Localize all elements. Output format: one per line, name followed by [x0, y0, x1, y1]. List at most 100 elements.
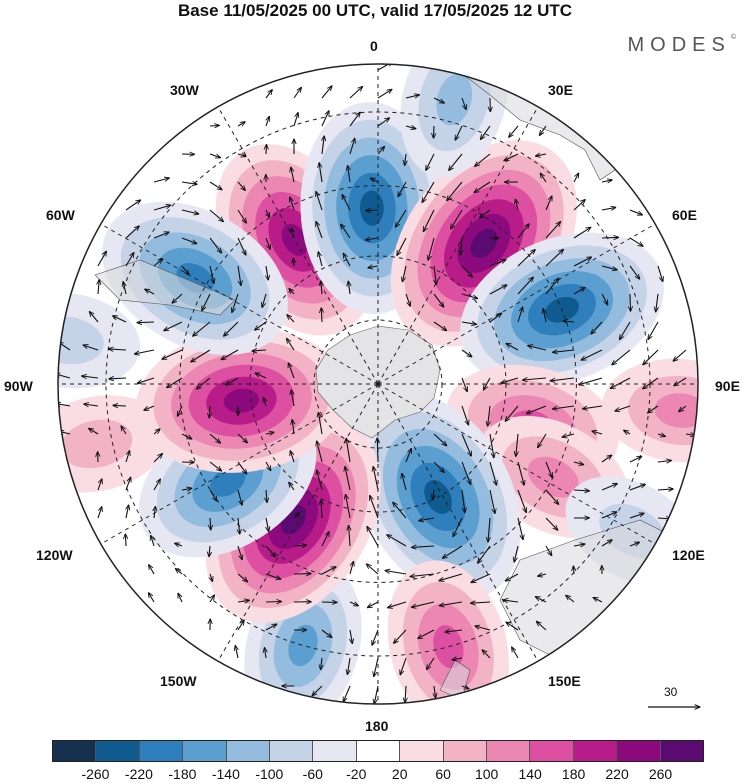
wind-vector — [237, 122, 245, 126]
wind-vector — [601, 293, 608, 305]
wind-vector — [461, 265, 472, 277]
wind-vector — [374, 685, 379, 704]
wind-vector — [434, 125, 435, 138]
wind-vector — [343, 685, 351, 702]
wind-vector — [461, 293, 478, 298]
wind-vector — [484, 377, 491, 390]
brand-logo: MODES© — [627, 34, 736, 57]
wind-vector — [265, 573, 281, 579]
latitude-circle — [179, 185, 577, 583]
colorbar — [52, 740, 704, 762]
wind-vector — [265, 461, 271, 471]
wind-vector — [504, 153, 519, 161]
wind-vector — [405, 685, 406, 703]
wind-vector — [624, 430, 631, 434]
longitude-label-180: 180 — [365, 718, 389, 734]
wind-vector — [377, 118, 390, 127]
wind-vector — [346, 494, 351, 519]
wind-vector — [312, 685, 323, 696]
wind-vector — [321, 111, 329, 127]
wind-vector — [545, 222, 561, 239]
wind-vector — [517, 250, 535, 267]
wind-vector — [97, 479, 102, 491]
wind-vector — [489, 260, 506, 267]
wind-vector — [349, 138, 355, 155]
wind-vector — [321, 281, 322, 295]
wind-vector — [573, 173, 579, 183]
wind-vector — [475, 153, 491, 166]
wind-vector — [583, 405, 603, 409]
wind-vector — [265, 545, 275, 557]
wind-vector — [593, 598, 603, 603]
wind-vector — [400, 657, 407, 675]
wind-vector — [573, 462, 584, 465]
wind-vector — [395, 209, 407, 227]
wind-vector — [109, 378, 127, 379]
wind-vector — [601, 237, 619, 238]
longitude-label-120e: 120E — [672, 547, 705, 563]
longitude-label-90e: 90E — [715, 378, 740, 394]
wind-vector — [445, 630, 463, 632]
wind-vector — [573, 544, 585, 546]
wind-vector — [461, 489, 465, 513]
anomaly-contour — [436, 73, 473, 126]
wind-vector — [461, 322, 476, 324]
wind-vector — [433, 489, 434, 500]
wind-vector — [293, 545, 307, 546]
wind-vector — [265, 237, 270, 249]
wind-vector — [153, 205, 171, 211]
wind-vector — [293, 259, 294, 267]
wind-vector — [191, 349, 211, 362]
map-frame — [57, 63, 699, 705]
wind-vector — [489, 285, 507, 295]
wind-vector — [209, 181, 222, 190]
wind-vector — [449, 153, 463, 170]
wind-vector — [410, 574, 435, 577]
wind-vector — [252, 350, 267, 351]
wind-vector — [321, 657, 322, 670]
wind-vector — [526, 405, 547, 414]
colorbar-tick-label: 100 — [474, 766, 499, 782]
wind-vector — [471, 602, 491, 603]
wind-vector — [125, 534, 126, 547]
wind-vector — [154, 507, 155, 519]
wind-vector — [601, 540, 612, 547]
wind-vector — [321, 567, 336, 575]
wind-vector — [573, 490, 589, 491]
colorbar-ticks: -260 -220 -180 -140 -100 -60 -20 20 60 100 140 180 2… — [52, 766, 704, 782]
anomaly-field — [58, 64, 698, 704]
wind-vector — [489, 433, 494, 458]
wind-vector — [292, 420, 294, 435]
wind-vector — [97, 507, 102, 519]
wind-vector — [540, 173, 547, 183]
colorbar-swatch — [139, 741, 184, 761]
wind-vector — [289, 482, 295, 491]
meridian-line — [377, 223, 656, 385]
wind-vector — [366, 210, 379, 211]
colorbar-swatch — [53, 741, 97, 761]
wind-vector — [151, 536, 154, 547]
wind-vector — [427, 657, 435, 670]
wind-vector — [545, 461, 552, 478]
wind-vector — [461, 349, 472, 357]
wind-vector — [232, 293, 239, 313]
wind-vector — [172, 293, 183, 303]
wind-vector — [439, 573, 463, 581]
wind-vector — [237, 433, 247, 443]
wind-vector — [113, 405, 127, 406]
wind-vector — [461, 377, 467, 392]
colorbar-tick-label: -180 — [168, 766, 197, 782]
colorbar-tick-label: 20 — [391, 766, 408, 782]
wind-vector — [373, 467, 379, 491]
wind-vector — [402, 473, 407, 491]
wind-vector — [349, 526, 350, 547]
wind-vector — [265, 624, 277, 631]
wind-vector — [434, 265, 436, 285]
wind-vector — [573, 200, 585, 211]
wind-vector — [372, 629, 379, 645]
wind-vector — [601, 512, 617, 519]
wind-vector — [630, 293, 631, 311]
wind-vector — [265, 602, 282, 603]
wind-vector — [262, 293, 267, 307]
wind-vector — [545, 196, 552, 211]
